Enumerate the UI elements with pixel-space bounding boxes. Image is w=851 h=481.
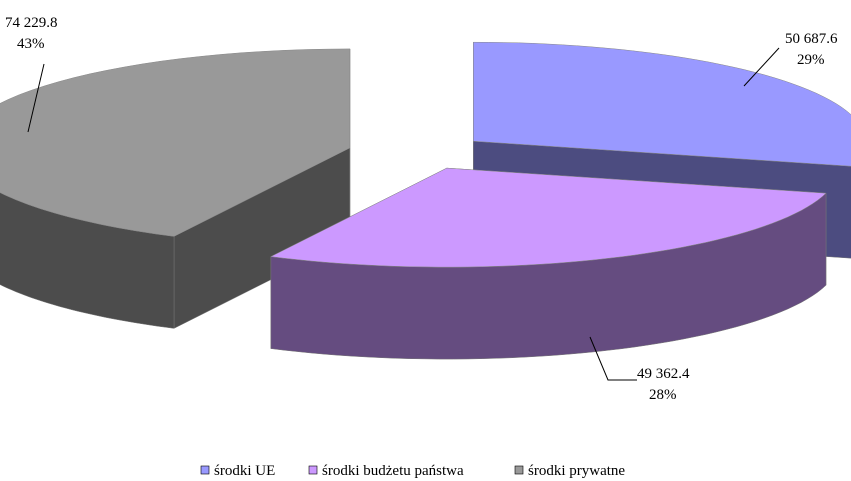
legend: środki UE środki budżetu państwa środki … (200, 463, 625, 479)
slice-private-top (0, 48, 351, 237)
slice-private (0, 48, 351, 329)
value-label-state: 49 362.4 (637, 366, 690, 382)
leader-line-private (27, 63, 45, 133)
value-label-private: 74 229.8 (5, 15, 58, 31)
legend-label-private: środki prywatne (528, 463, 625, 479)
slice-state-top (270, 167, 827, 268)
legend-swatch-private (514, 465, 524, 475)
slice-state (270, 167, 827, 360)
percent-label-state: 28% (649, 387, 677, 403)
leader-line-eu (743, 47, 780, 87)
legend-label-state: środki budżetu państwa (322, 463, 464, 479)
legend-swatch-state (308, 465, 318, 475)
percent-label-private: 43% (17, 36, 45, 52)
legend-label-eu: środki UE (214, 463, 275, 479)
slice-eu-top (473, 41, 851, 167)
legend-swatch-eu (200, 465, 210, 475)
leader-line-state (589, 336, 637, 381)
value-label-eu: 50 687.6 (785, 31, 838, 47)
percent-label-eu: 29% (797, 52, 825, 68)
